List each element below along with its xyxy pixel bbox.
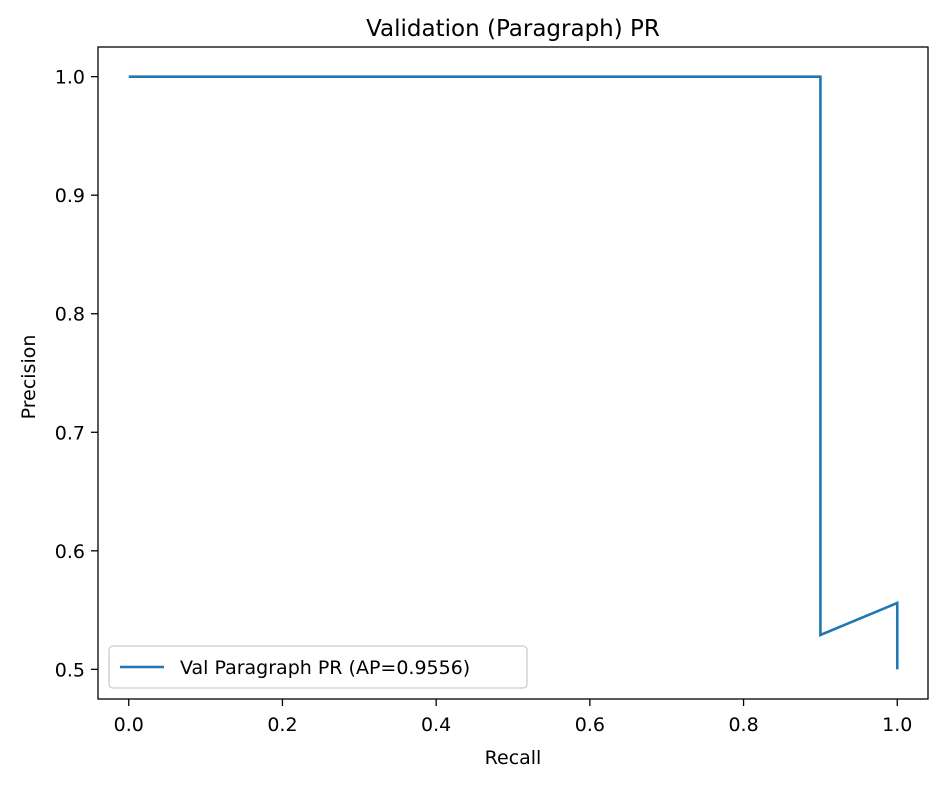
x-tick-label: 1.0 (882, 714, 912, 736)
chart-title: Validation (Paragraph) PR (366, 16, 660, 42)
y-tick-label: 0.9 (55, 185, 85, 207)
y-axis-label: Precision (18, 335, 40, 420)
x-tick-label: 0.2 (267, 714, 297, 736)
series-line (128, 75, 899, 670)
y-tick-label: 0.6 (55, 541, 85, 563)
y-tick-label: 1.0 (55, 67, 85, 89)
y-tick-label: 0.5 (55, 659, 85, 681)
legend-entry: Val Paragraph PR (AP=0.9556) (180, 657, 470, 679)
legend-box (108, 645, 528, 689)
legend: Val Paragraph PR (AP=0.9556) (108, 645, 528, 689)
x-tick-label: 0.4 (421, 714, 451, 736)
x-axis-label: Recall (485, 747, 542, 769)
x-tick-label: 0.8 (728, 714, 758, 736)
x-tick-label: 0.6 (575, 714, 605, 736)
y-tick-label: 0.8 (55, 304, 85, 326)
axes-frame (97, 46, 929, 700)
x-tick-label: 0.0 (114, 714, 144, 736)
y-tick-label: 0.7 (55, 422, 85, 444)
